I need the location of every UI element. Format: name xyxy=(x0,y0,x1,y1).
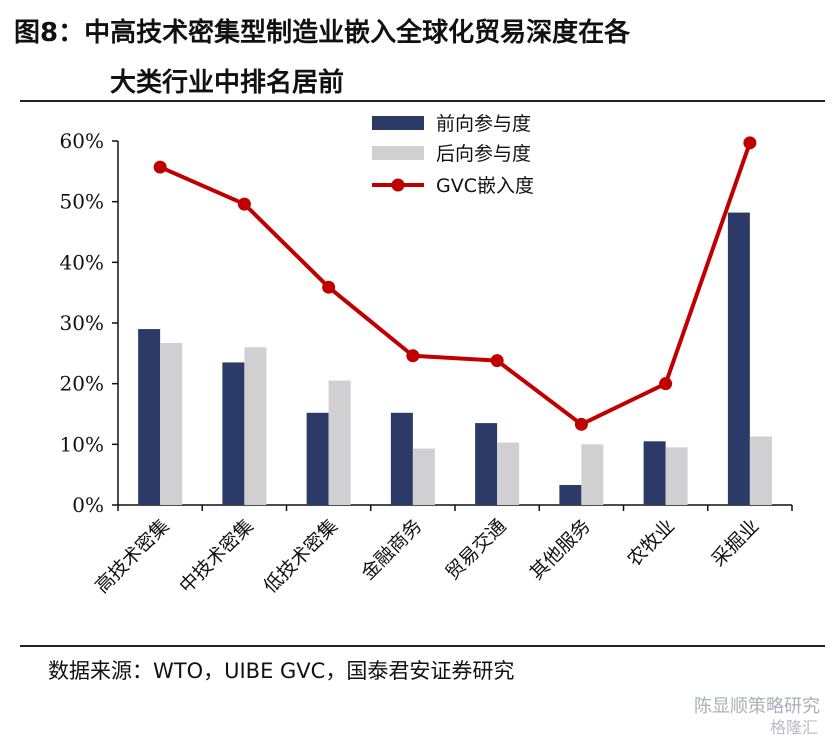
bar-backward xyxy=(244,347,267,505)
bar-forward xyxy=(727,212,750,505)
bottom-rule xyxy=(20,645,825,647)
bar-forward xyxy=(306,412,329,505)
category-label: 金融商务 xyxy=(357,515,426,584)
y-tick-label: 40% xyxy=(60,250,104,274)
category-label: 高技术密集 xyxy=(91,515,174,598)
title-line-2: 大类行业中排名居前 xyxy=(110,68,345,98)
category-label: 低技术密集 xyxy=(259,515,342,598)
bar-backward xyxy=(497,442,520,505)
bar-forward xyxy=(138,329,161,505)
chart: 0% 10% 20% 30% 40% 50% 60% 高技术密集 中技术密集 低技术密集 金融商务… xyxy=(60,113,793,598)
gvc-point xyxy=(322,280,336,294)
legend-swatch-point xyxy=(391,178,405,192)
legend-label-gvc: GVC嵌入度 xyxy=(436,175,534,197)
legend-swatch-forward xyxy=(372,116,424,130)
x-axis-categories: 高技术密集 中技术密集 低技术密集 金融商务 贸易交通 其他服务 农牧业 采掘业 xyxy=(91,515,763,598)
bar-forward xyxy=(222,362,245,505)
category-label: 采掘业 xyxy=(708,515,764,571)
gvc-point xyxy=(743,136,757,150)
category-label: 贸易交通 xyxy=(441,515,510,584)
title-line-1: 图8：中高技术密集型制造业嵌入全球化贸易深度在各 xyxy=(14,18,631,48)
y-tick-label: 10% xyxy=(60,432,104,456)
gvc-point xyxy=(574,417,588,431)
gvc-line xyxy=(153,136,757,431)
bar-backward xyxy=(160,343,183,505)
category-label: 其他服务 xyxy=(526,515,595,584)
bar-forward xyxy=(559,484,582,505)
gvc-line-path xyxy=(159,142,752,427)
gvc-point xyxy=(490,354,504,368)
bar-backward xyxy=(328,380,351,505)
bar-forward xyxy=(643,441,666,505)
legend-label-backward: 后向参与度 xyxy=(436,143,531,165)
gvc-point xyxy=(237,197,251,211)
bar-backward xyxy=(412,448,435,505)
y-tick-label: 30% xyxy=(60,311,104,335)
y-tick-label: 60% xyxy=(60,129,104,153)
gvc-point xyxy=(153,160,167,174)
bar-backward xyxy=(749,436,772,505)
bar-backward xyxy=(581,444,604,505)
gvc-point xyxy=(659,377,673,391)
watermark-brand: 格隆汇 xyxy=(769,718,818,737)
top-rule xyxy=(20,100,825,102)
bars xyxy=(138,212,772,505)
y-tick-label: 0% xyxy=(72,493,104,517)
bar-backward xyxy=(665,447,688,505)
y-axis: 0% 10% 20% 30% 40% 50% 60% xyxy=(60,129,793,517)
category-label: 农牧业 xyxy=(623,515,679,571)
y-tick-label: 20% xyxy=(60,372,104,396)
bar-forward xyxy=(390,412,413,505)
gvc-point xyxy=(406,349,420,363)
category-label: 中技术密集 xyxy=(175,515,258,598)
legend-swatch-backward xyxy=(372,146,424,160)
y-tick-label: 50% xyxy=(60,190,104,214)
bar-forward xyxy=(475,423,498,505)
source-note: 数据来源：WTO，UIBE GVC，国泰君安证券研究 xyxy=(48,659,515,683)
chart-title: 图8：中高技术密集型制造业嵌入全球化贸易深度在各 大类行业中排名居前 xyxy=(14,8,834,108)
watermark: 陈显顺策略研究 xyxy=(694,696,820,717)
legend-label-forward: 前向参与度 xyxy=(436,113,531,135)
